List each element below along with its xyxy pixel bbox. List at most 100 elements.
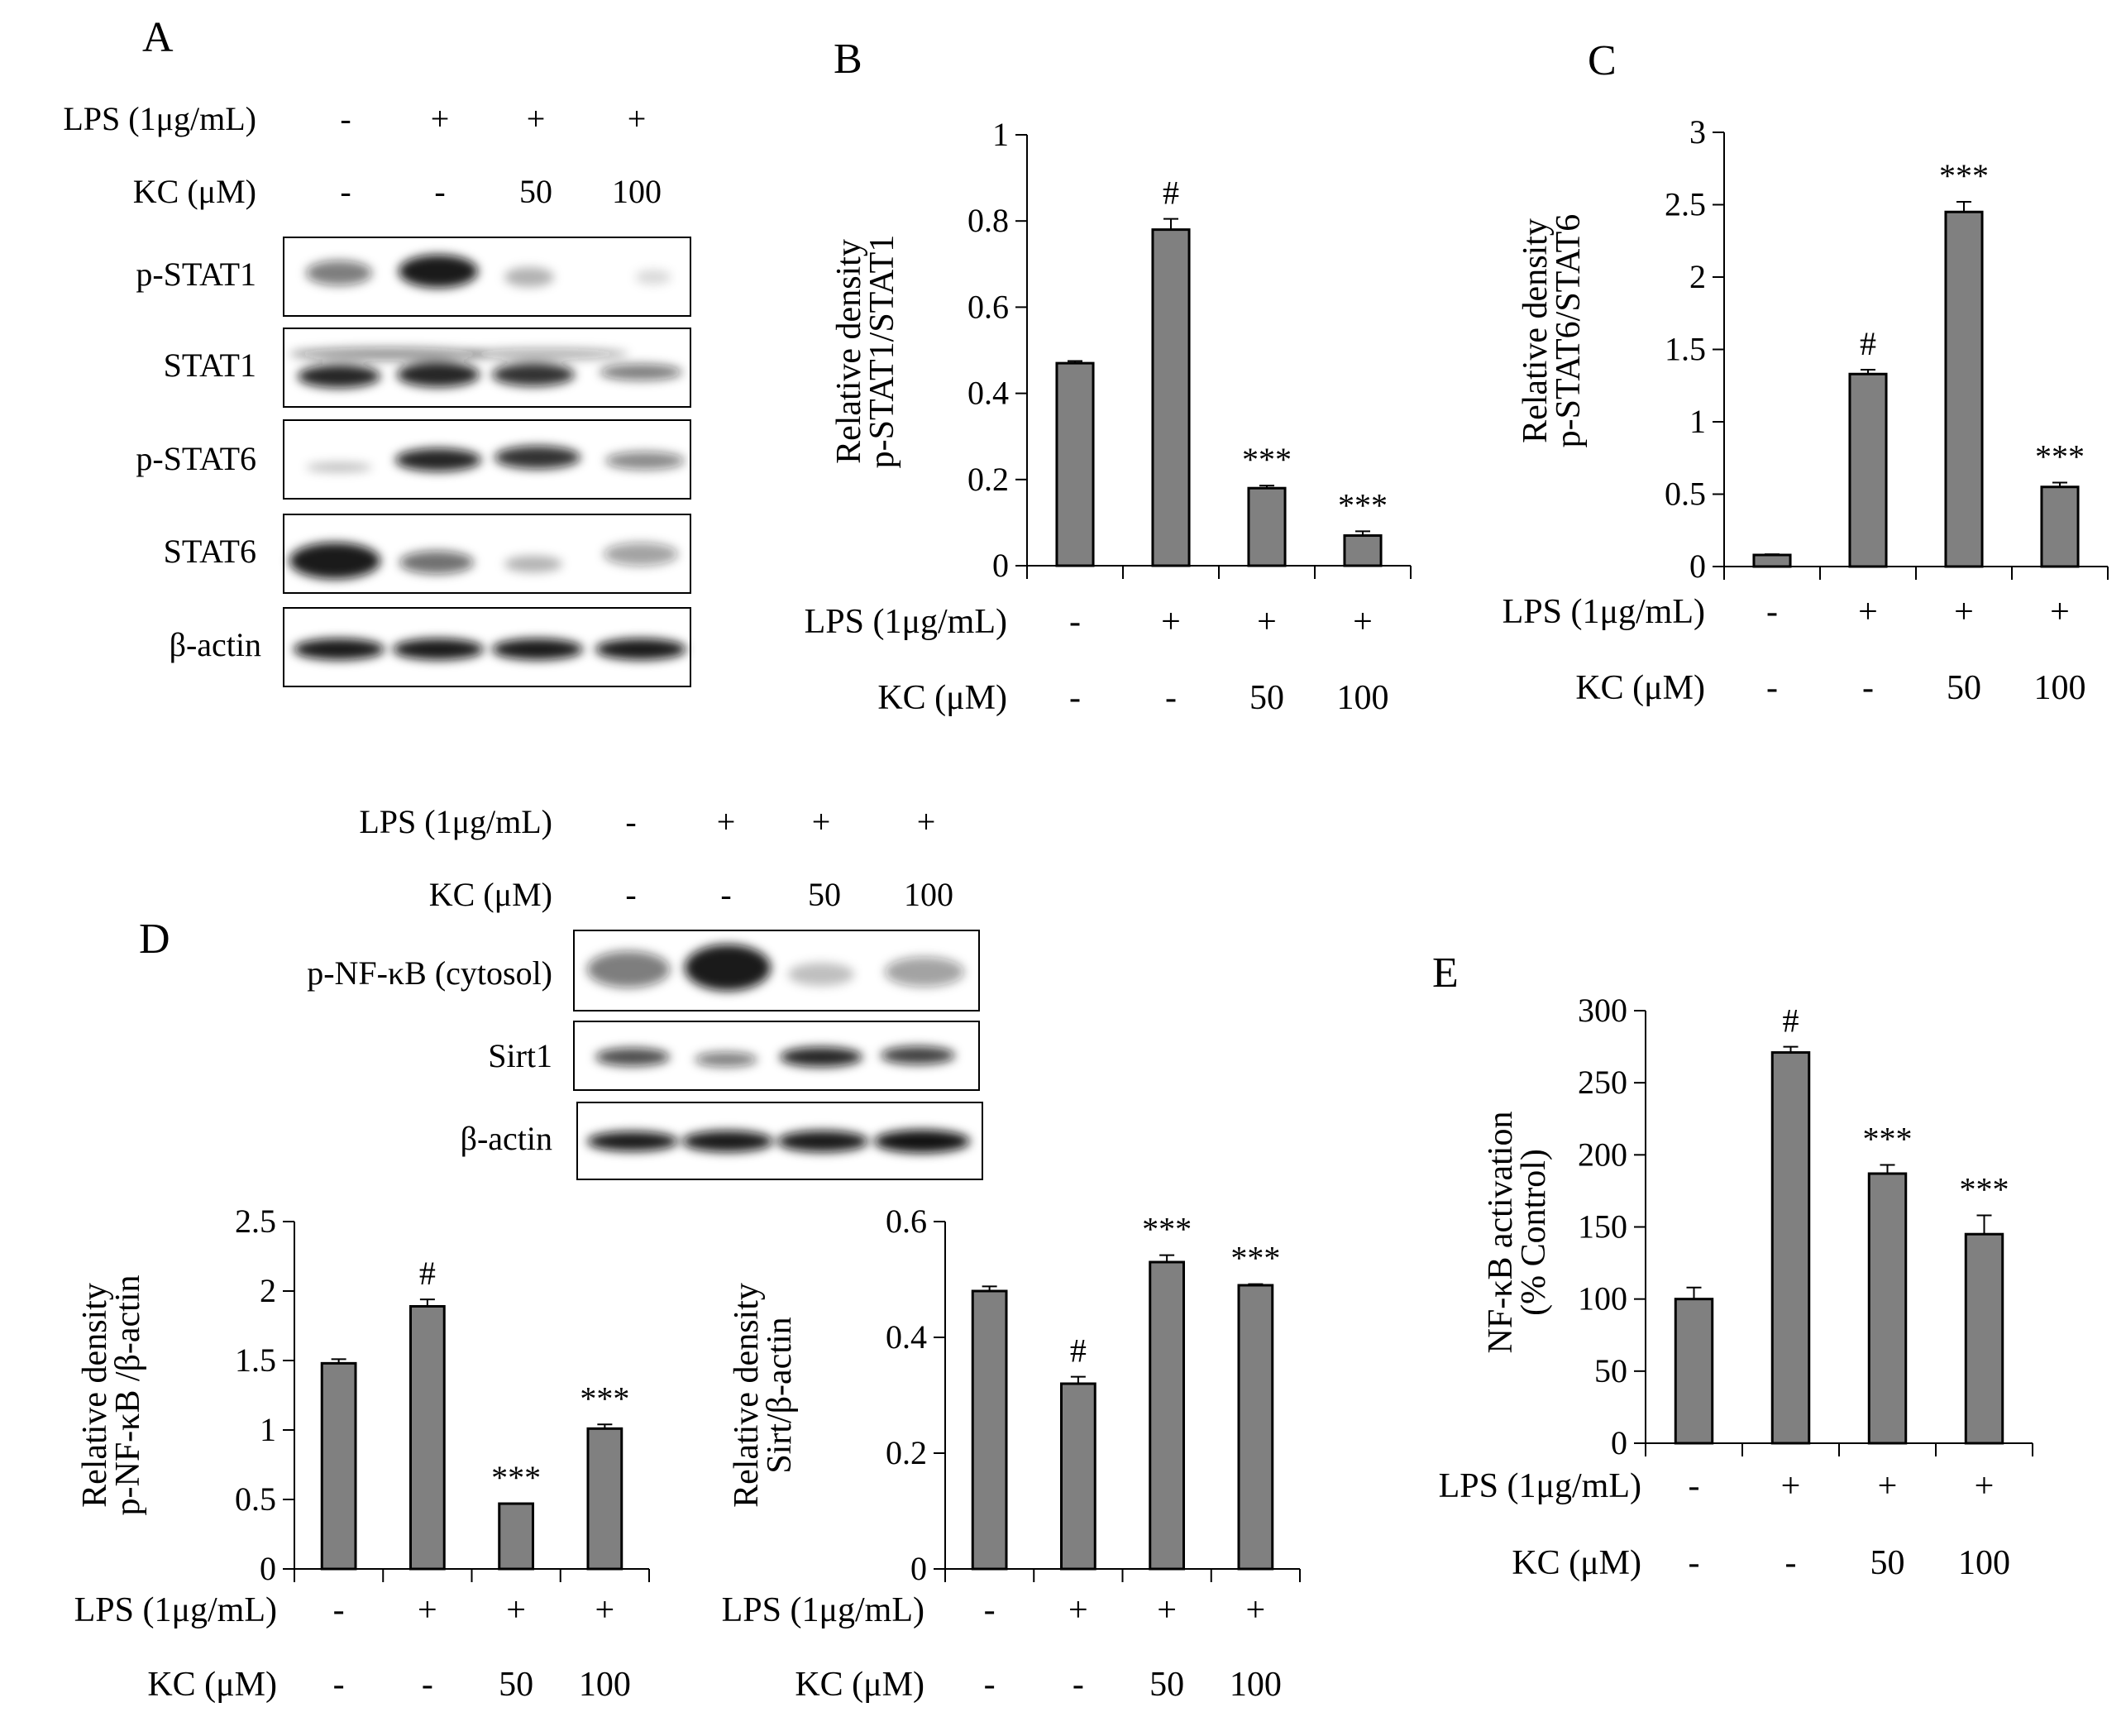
chart-c-annotation-4: *** (2035, 438, 2085, 476)
chart-e-lps-label: LPS (1μg/mL) (1439, 1467, 1641, 1505)
chart-e-bar-3 (1867, 1172, 1908, 1445)
chart-c-panel-label: C (1588, 37, 1617, 84)
blot-d-row-pnfkb (573, 930, 980, 1011)
panel-label-d: D (139, 916, 170, 963)
chart-d1-lps-value-2: + (418, 1591, 437, 1629)
blot-d-lps-4: + (917, 803, 936, 840)
chart-b-kc-value-2: - (1165, 679, 1177, 717)
chart-b-lps-label: LPS (1μg/mL) (805, 603, 1007, 641)
blot-d-kc-2: - (720, 876, 731, 913)
chart-c-lps-value-4: + (2050, 593, 2070, 631)
chart-b-lps-value-2: + (1161, 603, 1181, 641)
chart-b-lps-value-3: + (1257, 603, 1277, 641)
chart-c: C 0 0.5 1 1.5 2 2.5 3 Relative densityp-STAT6/ST… (1503, 37, 2109, 707)
chart-d1-bar-1 (320, 1361, 357, 1571)
chart-e-y-axis-title-line-1: NF-κB activation (1482, 1112, 1520, 1354)
chart-e-y-tick-label: 300 (1578, 992, 1627, 1029)
chart-b-kc-value-1: - (1069, 679, 1081, 717)
chart-e-kc-value-4: 100 (1958, 1544, 2010, 1582)
chart-b-annotation-3: *** (1242, 441, 1292, 478)
chart-d1-kc-value-2: - (422, 1666, 433, 1704)
chart-d1-y-tick-label: 0.5 (235, 1480, 276, 1518)
chart-d2-lps-value-3: + (1157, 1591, 1177, 1629)
chart-d1-annotation-3: *** (491, 1459, 541, 1496)
chart-b-annotation-4: *** (1338, 486, 1388, 524)
chart-d2-kc-value-2: - (1073, 1666, 1084, 1704)
chart-d2-bar-4 (1237, 1284, 1274, 1571)
chart-c-y-tick-label: 0.5 (1665, 476, 1706, 513)
chart-d2-bar-1 (971, 1289, 1008, 1571)
chart-d2-lps-value-1: - (984, 1591, 996, 1629)
blot-a-kc-label: KC (μM) (133, 173, 256, 210)
chart-e-kc-label: KC (μM) (1512, 1544, 1641, 1582)
chart-e-kc-value-3: 50 (1870, 1544, 1905, 1582)
blot-panel-a: A LPS (1μg/mL) - + + + KC (μM) - - 50 10… (63, 14, 691, 687)
blot-a-kc-4: 100 (612, 173, 662, 210)
chart-d1-y-tick-label: 0 (260, 1550, 276, 1587)
chart-d1-y-axis-title-line-1: Relative density (76, 1283, 114, 1508)
blot-a-kc-3: 50 (519, 173, 552, 210)
chart-d1-bar-4 (586, 1427, 623, 1571)
chart-d1-kc-label: KC (μM) (147, 1666, 277, 1704)
blot-panel-d: D LPS (1μg/mL) - + + + KC (μM) - - 50 10… (139, 803, 983, 1180)
chart-c-y-tick-label: 3 (1689, 113, 1706, 151)
chart-b-y-tick-label: 0.8 (967, 202, 1009, 239)
blot-d-lps-2: + (717, 803, 736, 840)
blot-d-kc-3: 50 (808, 876, 841, 913)
chart-b-annotation-2: # (1163, 175, 1179, 212)
chart-d1-lps-label: LPS (1μg/mL) (74, 1591, 277, 1629)
blot-d-lps-label: LPS (1μg/mL) (359, 803, 552, 840)
chart-e-y-tick-label: 0 (1611, 1424, 1627, 1461)
chart-c-kc-value-4: 100 (2034, 669, 2086, 707)
chart-e-bar-4 (1964, 1232, 2004, 1445)
chart-d2-lps-value-4: + (1246, 1591, 1266, 1629)
chart-b-kc-value-3: 50 (1249, 679, 1284, 717)
chart-c-lps-label: LPS (1μg/mL) (1503, 593, 1705, 631)
blot-d-lps-1: - (625, 803, 636, 840)
blot-a-row-stat1 (283, 328, 691, 408)
blot-a-lps-3: + (527, 100, 546, 137)
chart-d2-lps-value-2: + (1068, 1591, 1088, 1629)
chart-d1-y-tick-label: 1 (260, 1411, 276, 1448)
chart-c-y-tick-label: 1.5 (1665, 331, 1706, 368)
blot-d-band-label-actin: β-actin (461, 1120, 552, 1157)
chart-c-bar-1 (1752, 553, 1792, 568)
chart-d2-lps-label: LPS (1μg/mL) (722, 1591, 924, 1629)
chart-c-y-axis-title-line-2: p-STAT6/STAT6 (1550, 214, 1588, 448)
chart-d1-y-tick-label: 1.5 (235, 1341, 276, 1379)
chart-c-y-tick-label: 0 (1689, 548, 1706, 585)
blot-a-row-pstat6 (283, 419, 691, 500)
chart-d2-y-axis-title-line-1: Relative density (728, 1283, 766, 1508)
chart-d1-lps-value-3: + (506, 1591, 526, 1629)
chart-b-y-tick-label: 0.4 (967, 375, 1009, 412)
chart-d2-y-tick-label: 0.2 (886, 1434, 927, 1471)
chart-c-lps-value-1: - (1766, 593, 1778, 631)
chart-d2-kc-value-3: 50 (1149, 1666, 1184, 1704)
chart-e-bar-1 (1674, 1298, 1714, 1445)
blot-a-band-label-stat6: STAT6 (164, 533, 256, 570)
chart-c-lps-value-3: + (1954, 593, 1974, 631)
chart-b-kc-value-4: 100 (1337, 679, 1389, 717)
blot-a-row-pstat1 (283, 237, 691, 317)
chart-d1-kc-value-1: - (333, 1666, 345, 1704)
chart-b-y-axis-title-line-1: Relative density (830, 239, 868, 464)
panel-label-a: A (142, 14, 174, 61)
blot-a-lps-1: - (340, 100, 351, 137)
blot-d-kc-4: 100 (904, 876, 953, 913)
chart-d2-kc-value-1: - (984, 1666, 996, 1704)
chart-d1-lps-value-1: - (333, 1591, 345, 1629)
blot-a-band-label-stat1: STAT1 (164, 347, 256, 384)
chart-d2-y-tick-label: 0.4 (886, 1318, 927, 1356)
blot-a-lps-2: + (431, 100, 450, 137)
chart-b-y-tick-label: 0 (992, 547, 1009, 584)
chart-c-kc-value-2: - (1862, 669, 1874, 707)
chart-b-bar-3 (1247, 486, 1287, 567)
chart-b-y-tick-label: 0.6 (967, 288, 1009, 325)
chart-c-y-tick-label: 2.5 (1665, 186, 1706, 223)
chart-b-y-axis-title-line-2: p-STAT1/STAT1 (863, 235, 901, 469)
blot-a-band-label-actin: β-actin (170, 626, 261, 663)
chart-c-bar-4 (2040, 485, 2080, 568)
chart-c-annotation-2: # (1860, 325, 1876, 362)
